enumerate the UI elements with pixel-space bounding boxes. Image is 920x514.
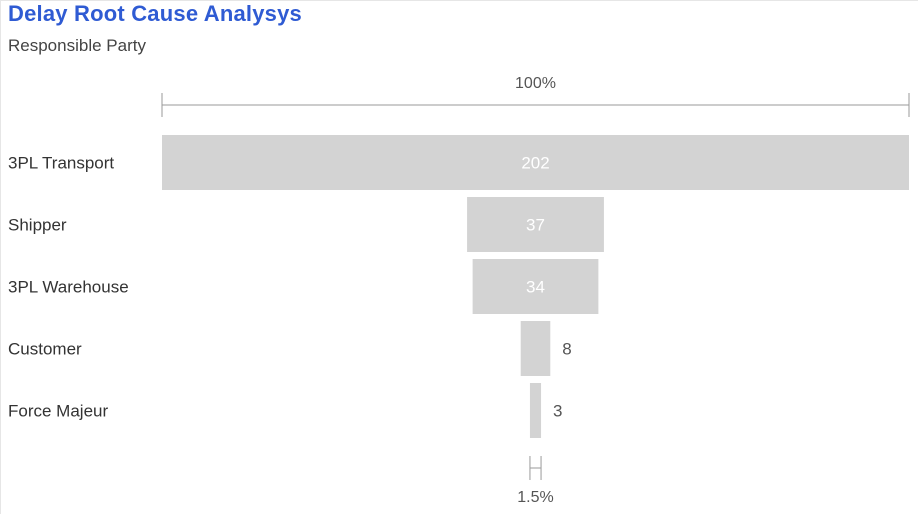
top-percent-label: 100% bbox=[515, 75, 556, 92]
data-label: 34 bbox=[526, 278, 545, 297]
bottom-percent-label: 1.5% bbox=[517, 489, 553, 506]
data-label: 37 bbox=[526, 216, 545, 235]
funnel-bar bbox=[529, 383, 542, 438]
category-label: Force Majeur bbox=[8, 402, 108, 421]
category-label: 3PL Warehouse bbox=[8, 278, 129, 297]
funnel-bar bbox=[162, 135, 909, 190]
funnel-bar bbox=[472, 259, 599, 314]
funnel-bar bbox=[467, 197, 604, 252]
data-label: 3 bbox=[553, 402, 562, 421]
category-label: Customer bbox=[8, 340, 82, 359]
data-label: 8 bbox=[562, 340, 571, 359]
funnel-bar bbox=[520, 321, 551, 376]
data-label: 202 bbox=[521, 154, 549, 173]
category-label: Shipper bbox=[8, 216, 67, 235]
chart-title: Delay Root Cause Analysys bbox=[8, 1, 302, 26]
chart-subtitle: Responsible Party bbox=[8, 36, 146, 55]
category-label: 3PL Transport bbox=[8, 154, 114, 173]
